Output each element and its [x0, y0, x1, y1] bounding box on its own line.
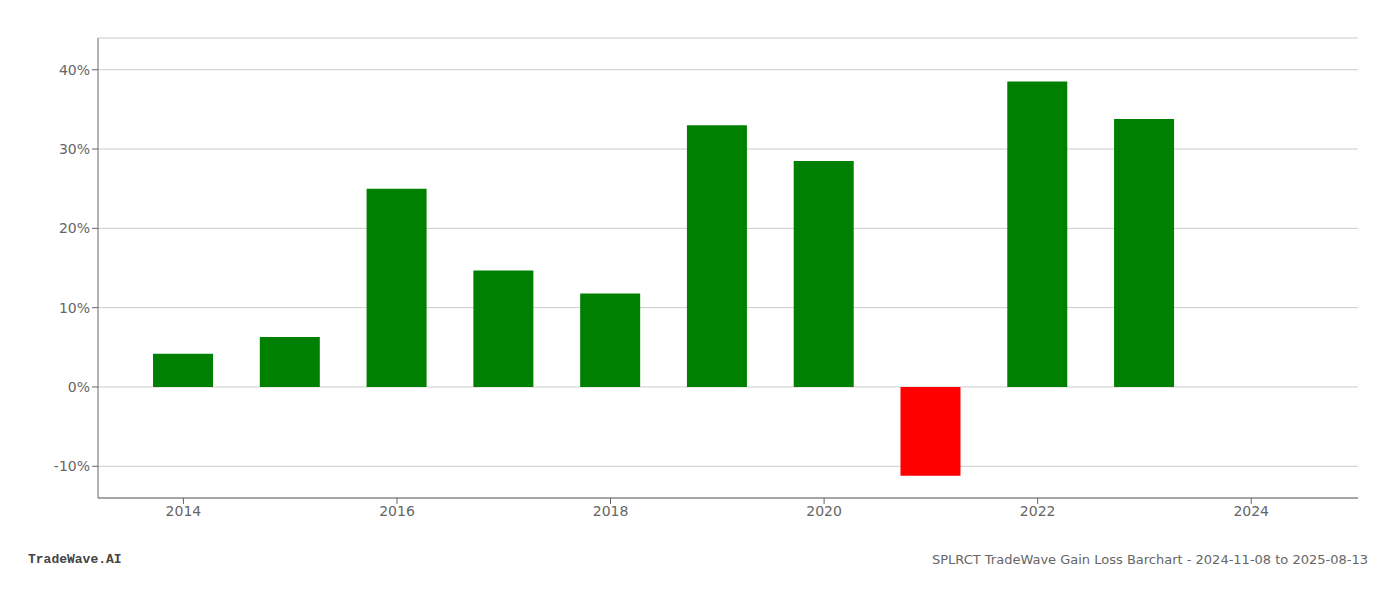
svg-text:2024: 2024 — [1233, 503, 1269, 519]
svg-text:40%: 40% — [59, 62, 90, 78]
svg-text:2022: 2022 — [1020, 503, 1056, 519]
html-text:SPLRCT TradeWave Gain Loss Bar: SPLRCT TradeWave Gain Loss Barchart - 20… — [931, 552, 1368, 567]
svg-text:-10%: -10% — [54, 458, 90, 474]
html-text:TradeWave.AI: TradeWave.AI — [28, 552, 122, 567]
svg-text:2020: 2020 — [806, 503, 842, 519]
svg-text:0%: 0% — [68, 379, 90, 395]
svg-text:2016: 2016 — [379, 503, 415, 519]
svg-text:30%: 30% — [59, 141, 90, 157]
svg-text:20%: 20% — [59, 220, 90, 236]
svg-text:2014: 2014 — [166, 503, 202, 519]
svg-text:2018: 2018 — [593, 503, 629, 519]
svg-text:10%: 10% — [59, 300, 90, 316]
